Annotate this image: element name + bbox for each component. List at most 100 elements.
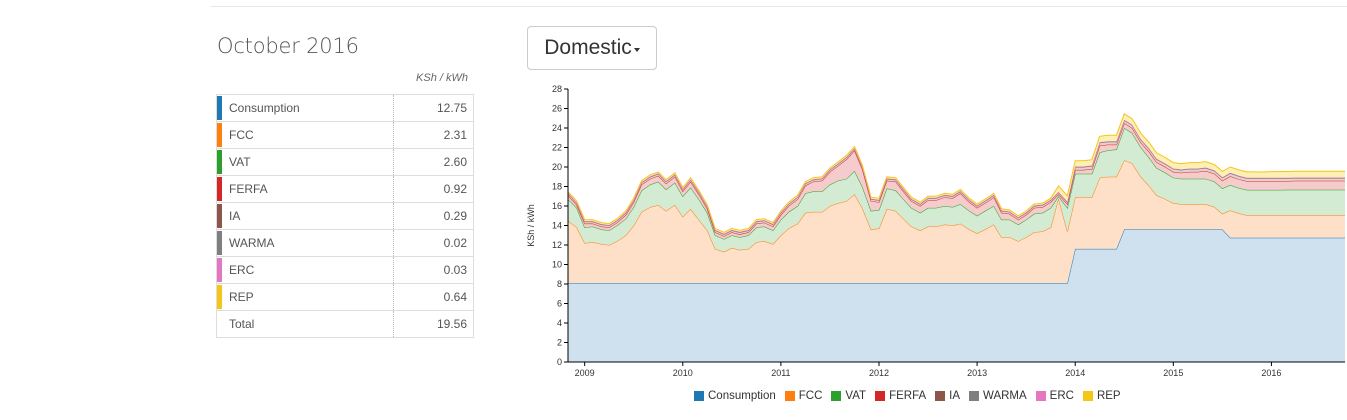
legend-label: Consumption xyxy=(708,390,776,402)
total-value: 19.56 xyxy=(393,310,474,338)
y-tick-label: 14 xyxy=(552,221,562,231)
breakdown-row-label: ERC xyxy=(216,256,394,284)
legend-swatch xyxy=(784,391,795,401)
breakdown-row-rep: REP 0.64 xyxy=(216,283,474,311)
caret-down-icon xyxy=(633,48,640,52)
breakdown-row-value: 2.31 xyxy=(393,121,474,149)
y-tick-label: 6 xyxy=(557,299,562,309)
breakdown-row-label: Consumption xyxy=(216,94,394,122)
legend-swatch xyxy=(969,391,980,401)
y-tick-label: 16 xyxy=(552,201,562,211)
breakdown-row-name: IA xyxy=(229,209,241,223)
y-tick-label: 20 xyxy=(552,162,562,172)
y-tick-label: 4 xyxy=(557,318,562,328)
legend-swatch xyxy=(935,391,946,401)
x-tick-label: 2016 xyxy=(1261,368,1281,378)
tariff-dropdown-label: Domestic xyxy=(544,36,632,59)
series-line-erc xyxy=(567,118,1345,235)
legend-item-ia[interactable]: IA xyxy=(935,390,960,402)
breakdown-row-label: WARMA xyxy=(216,229,394,257)
y-tick-label: 18 xyxy=(552,182,562,192)
y-axis-title: KSh / kWh xyxy=(526,204,536,247)
top-divider xyxy=(210,6,1347,7)
area-fcc xyxy=(568,160,1345,283)
y-tick-label: 28 xyxy=(552,84,562,94)
breakdown-row-name: FERFA xyxy=(229,182,268,196)
series-line-vat xyxy=(567,127,1345,240)
x-axis: 2009 2010 2011 2012 2013 2014 2015 2016 xyxy=(568,361,1345,378)
legend-label: WARMA xyxy=(983,390,1027,402)
y-tick-label: 0 xyxy=(557,357,562,367)
area-vat xyxy=(568,128,1345,252)
breakdown-row-fcc: FCC 2.31 xyxy=(216,121,474,149)
series-line-rep xyxy=(567,113,1345,233)
x-tick-label: 2014 xyxy=(1065,368,1085,378)
breakdown-row-label: FERFA xyxy=(216,175,394,203)
breakdown-row-value: 2.60 xyxy=(393,148,474,176)
breakdown-row-label: VAT xyxy=(216,148,394,176)
breakdown-total-row: Total 19.56 xyxy=(216,310,474,338)
y-tick-label: 26 xyxy=(552,104,562,114)
breakdown-row-name: WARMA xyxy=(229,236,275,250)
series-color-swatch xyxy=(217,231,222,255)
legend-item-vat[interactable]: VAT xyxy=(831,390,866,402)
y-tick-label: 8 xyxy=(557,279,562,289)
unit-label: KSh / kWh xyxy=(416,72,468,84)
breakdown-row-value: 0.03 xyxy=(393,256,474,284)
breakdown-row-vat: VAT 2.60 xyxy=(216,148,474,176)
breakdown-row-name: VAT xyxy=(229,155,251,169)
legend-item-erc[interactable]: ERC xyxy=(1035,390,1074,402)
area-layers xyxy=(567,113,1345,362)
total-label: Total xyxy=(216,310,394,338)
legend-label: REP xyxy=(1096,390,1121,402)
legend-swatch xyxy=(875,391,886,401)
legend-item-fcc[interactable]: FCC xyxy=(784,390,823,402)
legend-item-consumption[interactable]: Consumption xyxy=(694,390,776,402)
legend-label: IA xyxy=(949,390,961,402)
tariff-dropdown-button[interactable]: Domestic xyxy=(527,26,657,70)
series-color-swatch xyxy=(217,177,222,201)
cost-breakdown-table: Consumption 12.75 FCC 2.31 VAT 2.60 FERFA 0.92 I… xyxy=(216,94,474,338)
breakdown-row-erc: ERC 0.03 xyxy=(216,256,474,284)
breakdown-row-value: 0.64 xyxy=(393,283,474,311)
breakdown-row-label: IA xyxy=(216,202,394,230)
x-tick-label: 2009 xyxy=(575,368,595,378)
legend-label: FERFA xyxy=(889,390,927,402)
breakdown-row-name: REP xyxy=(229,290,254,304)
legend-label: FCC xyxy=(798,390,823,402)
breakdown-row-ia: IA 0.29 xyxy=(216,202,474,230)
series-color-swatch xyxy=(217,258,222,282)
legend-label: VAT xyxy=(845,390,867,402)
legend-item-ferfa[interactable]: FERFA xyxy=(875,390,926,402)
x-tick-label: 2010 xyxy=(673,368,693,378)
breakdown-row-name: Consumption xyxy=(229,101,300,115)
area-consumption xyxy=(568,229,1345,362)
legend-item-warma[interactable]: WARMA xyxy=(969,390,1027,402)
legend-label: ERC xyxy=(1049,390,1074,402)
x-tick-label: 2013 xyxy=(967,368,987,378)
legend-item-rep[interactable]: REP xyxy=(1082,390,1121,402)
series-color-swatch xyxy=(217,150,222,174)
breakdown-row-warma: WARMA 0.02 xyxy=(216,229,474,257)
legend-swatch xyxy=(1035,391,1046,401)
series-color-swatch xyxy=(217,123,222,147)
breakdown-row-name: FCC xyxy=(229,128,254,142)
breakdown-row-value: 12.75 xyxy=(393,94,474,122)
breakdown-row-ferfa: FERFA 0.92 xyxy=(216,175,474,203)
period-title: October 2016 xyxy=(217,34,359,58)
breakdown-row-value: 0.02 xyxy=(393,229,474,257)
series-color-swatch xyxy=(217,285,222,309)
y-tick-label: 22 xyxy=(552,143,562,153)
legend-swatch xyxy=(694,391,704,401)
x-tick-label: 2015 xyxy=(1163,368,1183,378)
x-tick-label: 2011 xyxy=(771,368,790,378)
series-color-swatch xyxy=(217,204,222,228)
breakdown-row-value: 0.29 xyxy=(393,202,474,230)
x-tick-label: 2012 xyxy=(869,368,889,378)
legend-swatch xyxy=(1082,391,1093,401)
breakdown-row-consumption: Consumption 12.75 xyxy=(216,94,474,122)
breakdown-row-label: REP xyxy=(216,283,394,311)
series-color-swatch xyxy=(217,96,222,120)
